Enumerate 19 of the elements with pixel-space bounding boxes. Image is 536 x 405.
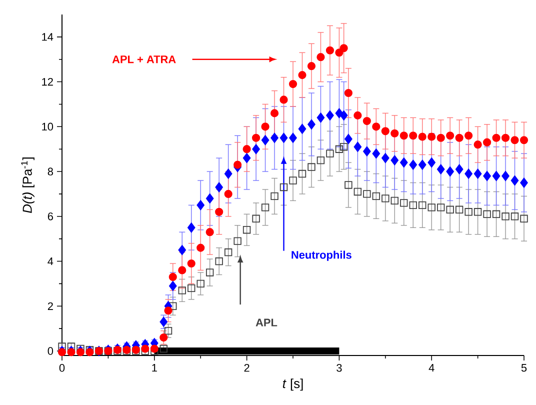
y-tick-label: 0 xyxy=(48,347,54,355)
y-tick-label: 14 xyxy=(42,33,54,41)
y-tick-label: 2 xyxy=(48,302,53,310)
annotation: APL xyxy=(256,318,278,326)
y-tick-label: 6 xyxy=(48,212,53,220)
x-tick-label: 0 xyxy=(59,364,65,372)
y-tick-label: 4 xyxy=(48,258,54,266)
annotation: Neutrophils xyxy=(292,250,352,261)
x-tick-label: 1 xyxy=(152,364,157,372)
x-tick-label: 5 xyxy=(521,364,527,372)
x-tick-label: 3 xyxy=(336,364,342,372)
x-tick-label: 2 xyxy=(244,364,250,372)
y-axis-title: D(t) [Pa$^{-1}$] xyxy=(21,158,34,213)
y-tick-label: 12 xyxy=(42,78,53,86)
annotation: APL + ATRA xyxy=(112,56,176,64)
y-tick-label: 10 xyxy=(42,122,54,131)
x-tick-label: 4 xyxy=(428,364,434,372)
y-tick-label: 8 xyxy=(48,168,53,176)
x-axis-title: t [s] xyxy=(282,378,303,391)
